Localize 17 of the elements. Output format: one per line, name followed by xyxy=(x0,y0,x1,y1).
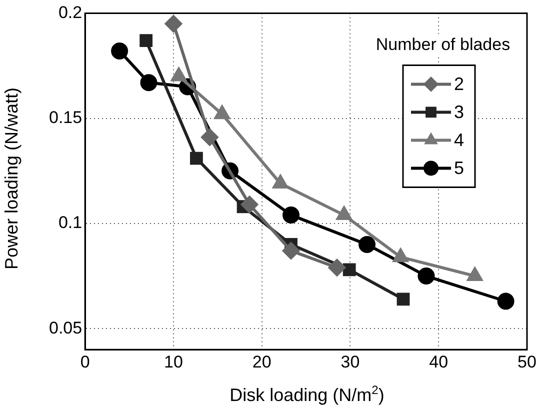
x-tick-label: 0 xyxy=(80,352,90,372)
y-tick-label: 0.05 xyxy=(48,318,82,338)
legend-label: 2 xyxy=(454,74,464,94)
x-tick-label: 10 xyxy=(164,352,183,372)
x-tick-label: 50 xyxy=(518,352,536,372)
legend-title: Number of blades xyxy=(376,34,510,54)
legend-label: 3 xyxy=(454,102,464,122)
y-tick-label: 0.1 xyxy=(58,213,82,232)
legend-label: 4 xyxy=(454,130,464,150)
y-axis-title: Power loading (N/watt) xyxy=(2,86,22,272)
y-tick-label: 0.2 xyxy=(58,2,82,22)
x-tick-label: 40 xyxy=(429,352,448,372)
x-tick-label: 30 xyxy=(340,352,360,372)
x-tick-label: 20 xyxy=(252,352,272,372)
y-tick-label: 0.15 xyxy=(48,108,82,128)
legend-label: 5 xyxy=(454,158,464,178)
x-axis-title: Disk loading (N/m$^{2}$) xyxy=(228,383,386,406)
